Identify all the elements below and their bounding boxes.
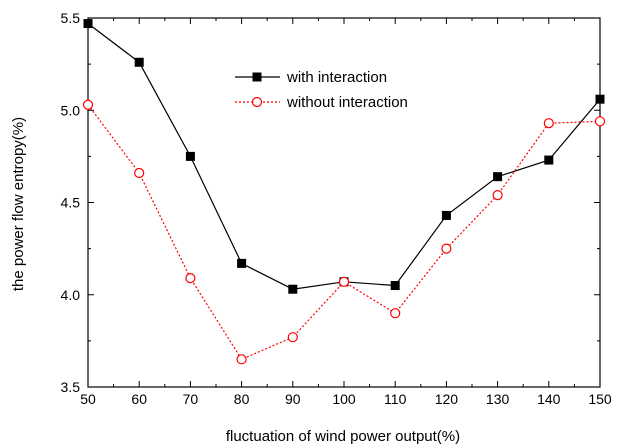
data-point	[134, 57, 144, 67]
y-axis-label: the power flow entropy(%)	[10, 117, 27, 291]
data-point	[390, 281, 400, 291]
y-tick-label: 3.5	[61, 379, 81, 395]
x-tick-label: 120	[435, 391, 459, 407]
data-point	[390, 308, 401, 319]
legend-marker	[251, 96, 263, 108]
y-tick-label: 4.0	[61, 287, 81, 303]
data-point	[288, 284, 298, 294]
x-tick-label: 110	[384, 391, 407, 407]
data-point	[544, 155, 554, 165]
series-line	[87, 23, 601, 290]
data-point	[134, 167, 145, 179]
data-point	[594, 116, 606, 127]
x-tick-label: 150	[588, 391, 612, 407]
legend-label: with interaction	[286, 69, 387, 86]
data-point	[441, 243, 452, 254]
x-tick-label: 130	[486, 391, 510, 407]
x-tick-label: 140	[537, 391, 561, 407]
x-tick-label: 100	[332, 391, 356, 407]
x-tick-label: 80	[234, 391, 250, 407]
ticks: 50 60 70 80 90 100 110 120 130 140 150 3.5 4.0 4.5 5.0…	[61, 10, 612, 407]
x-axis-label: fluctuation of wind power output(%)	[226, 428, 460, 445]
legend: with interaction without interaction	[235, 69, 408, 111]
x-tick-label: 50	[80, 391, 96, 407]
data-point	[492, 190, 503, 201]
legend-marker	[252, 72, 262, 82]
data-point	[441, 210, 451, 220]
data-point	[185, 151, 195, 161]
data-point	[595, 94, 605, 104]
data-point	[236, 354, 247, 365]
data-point	[493, 172, 503, 182]
y-tick-label: 4.5	[61, 195, 81, 211]
data-point	[287, 332, 298, 343]
data-point	[543, 118, 554, 129]
data-point	[82, 99, 94, 110]
series-2	[82, 99, 606, 365]
series-1	[83, 19, 605, 294]
legend-item-1: with interaction	[235, 69, 387, 86]
series-line	[87, 104, 601, 361]
data-point	[338, 276, 350, 287]
y-tick-label: 5.0	[61, 102, 81, 118]
x-tick-label: 60	[131, 391, 147, 407]
legend-item-2: without interaction	[235, 94, 408, 111]
x-tick-label: 90	[285, 391, 301, 407]
data-point	[83, 19, 93, 29]
data-point	[185, 273, 196, 284]
data-point	[237, 258, 247, 268]
legend-label: without interaction	[286, 94, 408, 111]
y-tick-label: 5.5	[61, 10, 81, 26]
series	[82, 19, 606, 365]
x-tick-label: 70	[183, 391, 199, 407]
